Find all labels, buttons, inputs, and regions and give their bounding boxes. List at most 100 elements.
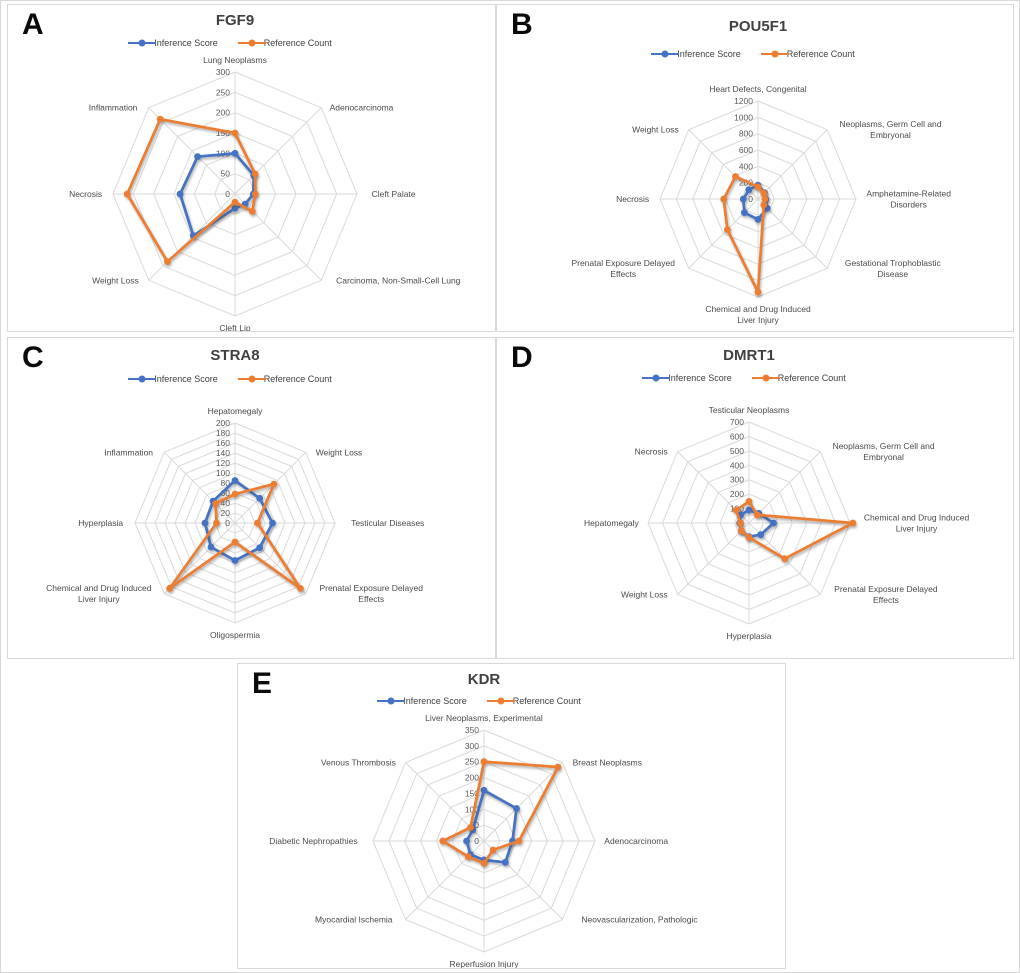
svg-text:600: 600 [739,145,753,155]
chart-legend: Inference Score Reference Count [579,372,919,384]
category-label: Prenatal Exposure Delayed Effects [834,584,938,605]
category-label: Chemical and Drug Induced Liver Injury [46,583,152,604]
chart-legend: Inference Score Reference Count [65,373,405,385]
grid-rings [112,71,358,317]
svg-text:150: 150 [216,128,230,138]
category-label: Myocardial Ischemia [315,915,393,925]
svg-text:200: 200 [465,773,479,783]
svg-text:400: 400 [730,460,744,470]
category-label: Neoplasms, Germ Cell and Embryonal [839,119,941,140]
panel-dmrt1: D DMRT1 Inference Score Reference Count … [496,337,1014,659]
legend-item-reference-count: Reference Count [237,373,332,385]
chart-legend: Inference Score Reference Count [588,48,928,60]
chart-title: POU5F1 [728,18,788,35]
category-labels: Heart Defects, Congenital Neoplasms, Germ… [571,84,951,325]
panel-letter: C [22,341,44,374]
svg-text:300: 300 [216,67,230,77]
legend-item-inference-score: Inference Score [128,373,218,385]
category-label: Cleft Lip [219,323,250,331]
category-label: Hyperplasia [78,518,123,528]
svg-text:0: 0 [748,194,753,204]
category-label: Lung Neoplasms [203,55,267,65]
svg-text:800: 800 [739,129,753,139]
category-label: Necrosis [635,447,668,457]
legend-item-reference-count: Reference Count [486,695,581,707]
svg-text:200: 200 [216,108,230,118]
series-reference-count [439,758,562,867]
category-label: Prenatal Exposure Delayed Effects [319,583,423,604]
svg-text:1000: 1000 [734,112,753,122]
svg-text:300: 300 [730,475,744,485]
panel-letter: A [22,8,44,41]
category-label: Heart Defects, Congenital [709,84,806,94]
svg-text:350: 350 [465,725,479,735]
category-label: Diabetic Nephropathies [269,836,357,846]
category-label: Inflammation [104,447,153,457]
legend-line-marker-icon [486,697,515,705]
category-label: Prenatal Exposure Delayed Effects [571,258,675,279]
category-labels: Liver Neoplasms, Experimental Breast Neop… [269,713,698,968]
svg-text:0: 0 [474,836,479,846]
legend-item-inference-score: Inference Score [642,372,732,384]
svg-text:700: 700 [730,417,744,427]
legend-line-marker-icon [128,39,157,47]
svg-text:180: 180 [216,428,230,438]
legend-item-reference-count: Reference Count [751,372,846,384]
category-label: Weight Loss [316,447,363,457]
svg-text:0: 0 [225,189,230,199]
category-label: Amphetamine-Related Disorders [866,189,951,210]
chart-title: FGF9 [215,12,255,29]
grid-rings [134,422,336,624]
category-label: Neovascularization, Pathologic [581,915,698,925]
grid-rings [647,421,851,625]
svg-text:250: 250 [216,87,230,97]
chart-title: KDR [467,671,501,688]
grid-rings [659,100,857,298]
category-label: Inflammation [89,103,138,113]
panel-pou5f1: B POU5F1 Inference Score Reference Count… [496,4,1014,332]
category-label: Gestational Trophoblastic Disease [845,258,942,279]
category-labels: Hepatomegaly Weight Loss Testicular Diseas… [46,406,424,640]
legend-item-inference-score: Inference Score [377,695,467,707]
legend-line-marker-icon [651,50,680,58]
series-reference-count [732,498,857,563]
svg-text:200: 200 [730,489,744,499]
svg-text:50: 50 [221,169,231,179]
svg-text:120: 120 [216,458,230,468]
svg-text:0: 0 [225,518,230,528]
svg-text:140: 140 [216,448,230,458]
legend-item-reference-count: Reference Count [760,48,855,60]
category-label: Weight Loss [92,275,139,285]
series-inference-score [201,477,276,564]
category-label: Oligospermia [210,630,260,640]
chart-title: DMRT1 [723,347,775,364]
radar-chart: 0100200300400500600700Testicular Neoplas… [584,405,970,641]
category-label: Chemical and Drug Induced Liver Injury [864,513,970,534]
legend-line-marker-icon [760,50,789,58]
category-label: Breast Neoplasms [573,758,642,768]
svg-text:80: 80 [221,478,231,488]
svg-text:60: 60 [221,488,231,498]
svg-text:400: 400 [739,161,753,171]
legend-line-marker-icon [237,375,266,383]
svg-text:300: 300 [465,741,479,751]
chart-legend: Inference Score Reference Count [65,37,405,49]
category-label: Hepatomegaly [584,518,640,528]
svg-text:150: 150 [465,788,479,798]
category-label: Venous Thrombosis [321,758,396,768]
category-label: Cleft Palate [372,189,416,199]
category-label: Hepatomegaly [208,406,264,416]
category-label: Hyperplasia [727,631,772,641]
svg-text:250: 250 [465,757,479,767]
category-labels: Lung Neoplasms Adenocarcinoma Cleft Palate… [69,55,461,331]
legend-line-marker-icon [237,39,266,47]
category-label: Neoplasms, Germ Cell and Embryonal [833,441,935,462]
legend-line-marker-icon [377,697,406,705]
svg-text:600: 600 [730,431,744,441]
category-label: Necrosis [616,194,649,204]
category-label: Reperfusion Injury [450,959,520,968]
category-label: Adenocarcinoma [604,836,668,846]
chart-title: STRA8 [210,347,260,364]
